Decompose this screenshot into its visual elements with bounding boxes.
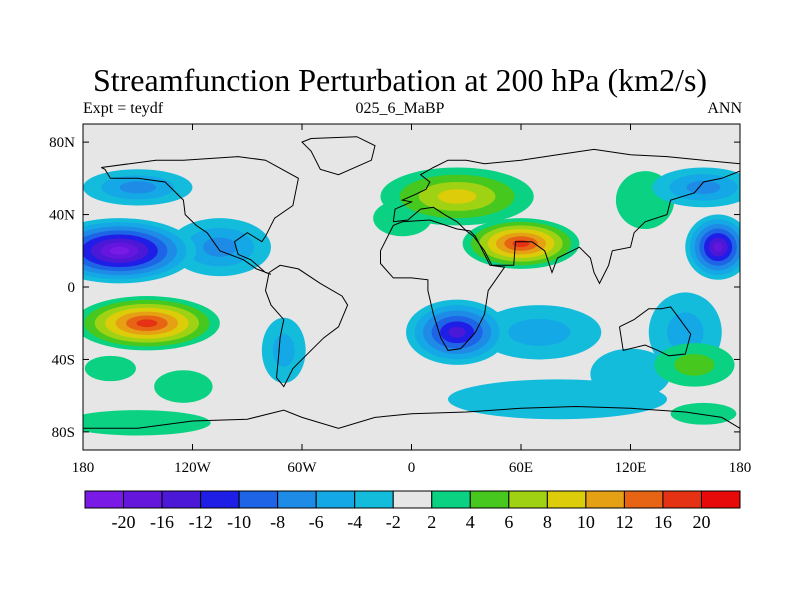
contour-band: [136, 319, 158, 328]
colorbar-swatch: [469, 490, 510, 509]
contour-band: [667, 312, 704, 353]
colorbar-swatch: [623, 490, 664, 509]
contour-band: [590, 348, 671, 400]
colorbar-label: -12: [189, 512, 213, 532]
coastline: [392, 148, 740, 285]
colorbar-label: 4: [466, 512, 475, 532]
colorbar-swatch: [585, 490, 625, 509]
axes: 180 120W 60W 0 60E 120E 180 80N 40N 0 40S 80S: [49, 124, 751, 476]
colorbar-swatch: [431, 490, 471, 509]
anomaly-center: [83, 410, 211, 436]
colorbar-swatch: [508, 490, 548, 509]
anomaly-center: [652, 167, 740, 208]
case-label: 025_6_MaBP: [355, 100, 445, 117]
coastline: [380, 219, 506, 351]
colorbar-swatch: [161, 490, 202, 509]
colorbar-label: -8: [270, 512, 285, 532]
contour-band: [272, 334, 295, 367]
colorbar-swatch: [662, 490, 702, 509]
coastline: [301, 136, 376, 176]
contour-band: [119, 181, 156, 194]
contour-band: [508, 318, 571, 346]
contour-band: [674, 354, 715, 376]
anomaly-center: [590, 348, 671, 400]
experiment-label: Expt = teydf: [83, 100, 164, 117]
x-tick-label: 0: [408, 460, 416, 476]
colorbar-label: -2: [386, 512, 401, 532]
colorbar-label: -6: [309, 512, 324, 532]
contour-band: [154, 370, 213, 403]
x-tick-label: 120W: [174, 460, 212, 476]
colorbar-swatch: [315, 490, 356, 509]
anomaly-center: [83, 296, 220, 351]
colorbar-swatch: [277, 490, 317, 509]
anomaly-center: [654, 343, 735, 387]
coastline: [619, 306, 692, 357]
anomaly-center: [462, 218, 580, 269]
anomaly-center: [83, 218, 197, 284]
colorbar: -20 -16 -12 -10 -8 -6 -4 -2 2 4 6 8 10 12 16 20: [84, 490, 741, 532]
season-label: ANN: [707, 100, 742, 117]
coastline: [83, 405, 740, 429]
contour-band: [670, 402, 737, 425]
colorbar-swatch: [123, 490, 163, 509]
x-tick-label: 60W: [287, 460, 317, 476]
contour-band: [202, 237, 237, 257]
colorbar-label: 10: [577, 512, 595, 532]
coastline-layer: [83, 136, 740, 429]
contour-band: [84, 355, 136, 382]
y-tick-label: 40N: [49, 208, 75, 224]
colorbar-label: 16: [654, 512, 672, 532]
contour-band: [448, 326, 466, 338]
colorbar-swatch: [392, 490, 433, 509]
contour-fill-layer: [83, 167, 740, 436]
x-tick-label: 180: [729, 460, 752, 476]
coastline: [264, 264, 349, 388]
colorbar-label: -10: [227, 512, 251, 532]
y-tick-label: 0: [68, 280, 76, 296]
colorbar-swatch: [354, 490, 394, 509]
contour-band: [686, 180, 721, 195]
anomaly-center: [154, 370, 213, 403]
colorbar-swatch: [546, 490, 587, 509]
colorbar-swatch: [84, 490, 125, 509]
y-tick-label: 40S: [52, 352, 75, 368]
x-tick-label: 120E: [615, 460, 647, 476]
contour-band: [713, 242, 723, 252]
anomaly-center: [477, 305, 602, 360]
anomaly-center: [670, 402, 737, 425]
y-tick-label: 80N: [49, 135, 75, 151]
anomaly-center: [83, 169, 193, 206]
chart-title: Streamfunction Perturbation at 200 hPa (…: [92, 62, 708, 98]
anomaly-center: [406, 299, 509, 365]
anomaly-center: [685, 214, 740, 280]
contour-band: [109, 246, 130, 255]
colorbar-swatch: [238, 490, 279, 509]
colorbar-label: -16: [150, 512, 174, 532]
x-tick-label: 180: [72, 460, 95, 476]
contour-band: [83, 410, 211, 436]
x-tick-label: 60E: [509, 460, 533, 476]
colorbar-label: 12: [615, 512, 633, 532]
anomaly-center: [84, 355, 136, 382]
colorbar-swatch: [700, 490, 741, 509]
colorbar-label: -20: [112, 512, 136, 532]
colorbar-label: -4: [347, 512, 362, 532]
contour-band: [437, 189, 477, 204]
colorbar-label: 20: [692, 512, 710, 532]
colorbar-swatch: [200, 490, 240, 509]
y-tick-label: 80S: [52, 425, 75, 441]
anomaly-center: [380, 167, 534, 226]
colorbar-label: 2: [427, 512, 436, 532]
colorbar-label: 6: [504, 512, 513, 532]
coastline: [101, 156, 299, 275]
anomaly-center: [261, 317, 306, 383]
colorbar-label: 8: [543, 512, 552, 532]
